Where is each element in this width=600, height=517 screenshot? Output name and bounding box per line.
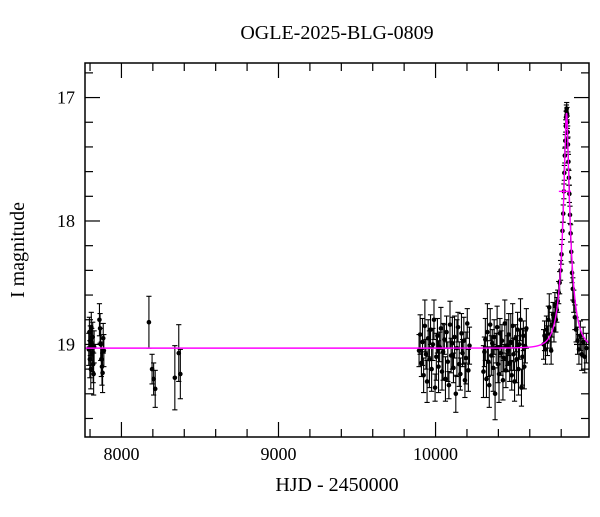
data-point bbox=[445, 359, 451, 365]
x-tick-label: 10000 bbox=[413, 444, 458, 464]
data-point bbox=[434, 354, 439, 360]
data-point bbox=[494, 324, 500, 330]
x-axis-label: HJD - 2450000 bbox=[275, 474, 398, 496]
data-point bbox=[500, 377, 506, 383]
chart-title: OGLE-2025-BLG-0809 bbox=[240, 22, 433, 44]
data-point bbox=[464, 321, 470, 326]
data-point bbox=[466, 368, 471, 373]
data-point bbox=[481, 369, 486, 374]
data-point bbox=[455, 324, 461, 330]
data-point bbox=[482, 349, 487, 355]
data-point bbox=[511, 352, 516, 357]
data-point bbox=[172, 375, 178, 381]
data-point bbox=[446, 382, 452, 388]
data-point bbox=[146, 319, 152, 325]
data-point bbox=[548, 348, 554, 353]
data-point bbox=[514, 356, 519, 362]
data-point bbox=[485, 329, 490, 335]
data-point bbox=[100, 335, 106, 341]
data-point bbox=[483, 337, 488, 342]
data-point bbox=[432, 385, 438, 390]
y-axis-label: I magnitude bbox=[7, 202, 29, 298]
x-tick-label: 9000 bbox=[260, 444, 296, 464]
data-point bbox=[423, 352, 429, 357]
data-point bbox=[97, 317, 102, 323]
data-point bbox=[453, 391, 459, 397]
data-point bbox=[458, 371, 463, 377]
data-point bbox=[484, 376, 489, 382]
data-point bbox=[422, 323, 428, 329]
data-point bbox=[417, 332, 423, 337]
data-point bbox=[444, 329, 449, 335]
data-point bbox=[451, 365, 456, 371]
data-point bbox=[98, 342, 104, 347]
data-point bbox=[516, 366, 521, 372]
data-point bbox=[552, 302, 558, 308]
data-point bbox=[550, 312, 556, 318]
data-point bbox=[487, 322, 493, 327]
data-point bbox=[498, 350, 504, 356]
x-tick-label: 8000 bbox=[103, 444, 139, 464]
data-point bbox=[442, 337, 447, 342]
y-tick-label: 17 bbox=[57, 88, 75, 108]
data-point bbox=[91, 371, 96, 377]
data-point bbox=[584, 345, 589, 351]
data-point bbox=[524, 326, 529, 331]
data-point bbox=[491, 334, 497, 340]
data-point bbox=[495, 361, 501, 367]
data-point bbox=[152, 386, 158, 392]
data-point bbox=[509, 372, 515, 378]
data-point bbox=[430, 342, 436, 347]
data-point bbox=[178, 371, 183, 377]
data-point bbox=[506, 332, 512, 337]
y-tick-label: 19 bbox=[57, 334, 75, 354]
data-point bbox=[100, 370, 105, 376]
data-point bbox=[502, 321, 508, 326]
data-point bbox=[520, 354, 525, 360]
data-point bbox=[447, 322, 453, 327]
data-point bbox=[467, 343, 472, 348]
data-point bbox=[521, 333, 526, 339]
data-point bbox=[436, 364, 441, 369]
data-point bbox=[499, 338, 505, 344]
data-point bbox=[517, 342, 522, 347]
data-point bbox=[435, 333, 440, 339]
data-point bbox=[521, 364, 527, 369]
data-point bbox=[543, 347, 548, 352]
data-point bbox=[101, 348, 107, 353]
data-point bbox=[424, 379, 430, 384]
data-point bbox=[461, 338, 467, 344]
data-point bbox=[438, 326, 444, 331]
model-curve bbox=[85, 112, 590, 349]
data-point bbox=[486, 382, 492, 388]
data-point bbox=[420, 339, 425, 345]
plot-area: 8000 9000 10000 17 18 19 bbox=[57, 62, 590, 464]
data-point bbox=[501, 355, 507, 361]
data-point bbox=[508, 339, 514, 345]
data-point bbox=[450, 340, 455, 346]
data-point bbox=[492, 391, 498, 397]
data-point bbox=[421, 372, 426, 378]
data-point bbox=[546, 305, 552, 310]
data-point bbox=[463, 355, 469, 361]
y-tick-label: 18 bbox=[57, 211, 75, 231]
plot-frame bbox=[84, 62, 590, 438]
data-point bbox=[578, 333, 583, 339]
data-point bbox=[452, 334, 457, 340]
data-point bbox=[459, 331, 464, 336]
data-point bbox=[429, 366, 434, 372]
data-point bbox=[443, 376, 448, 382]
